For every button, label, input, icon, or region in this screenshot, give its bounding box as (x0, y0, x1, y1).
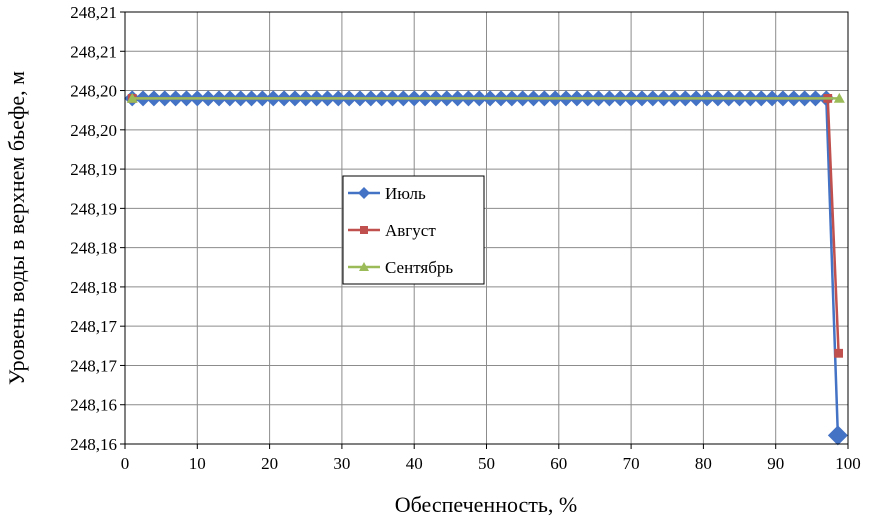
x-tick-label: 10 (189, 454, 206, 473)
x-tick-labels: 0 10 20 30 40 50 60 70 80 90 100 (121, 454, 861, 473)
y-tick-label: 248,19 (70, 160, 117, 179)
y-tick-label: 248,16 (70, 396, 117, 415)
plot-border (124, 11, 849, 445)
y-tick-label: 248,20 (70, 121, 117, 140)
y-tick-label: 248,17 (70, 317, 117, 336)
y-tick-label: 248,18 (70, 278, 117, 297)
x-tick-label: 60 (550, 454, 567, 473)
series-2 (126, 92, 845, 103)
x-tick-label: 50 (478, 454, 495, 473)
x-tick-label: 100 (835, 454, 861, 473)
legend-marker (360, 226, 368, 234)
y-tick-label: 248,18 (70, 239, 117, 258)
x-tick-label: 80 (695, 454, 712, 473)
x-tick-label: 30 (333, 454, 350, 473)
legend-marker (359, 262, 369, 271)
x-tick-label: 40 (406, 454, 423, 473)
x-tick-label: 90 (767, 454, 784, 473)
y-tick-label: 248,16 (70, 435, 117, 454)
x-axis-title: Обеспеченность, % (395, 492, 578, 517)
y-tick-label: 248,21 (70, 42, 117, 61)
legend-label: Август (385, 221, 436, 240)
gridlines (120, 11, 849, 449)
legend-label: Июль (385, 184, 426, 203)
x-tick-label: 0 (121, 454, 130, 473)
x-tick-label: 20 (261, 454, 278, 473)
data-point (827, 425, 848, 446)
y-axis-title: Уровень воды в верхнем бьефе, м (4, 71, 29, 385)
data-point (126, 92, 138, 103)
y-tick-label: 248,21 (70, 3, 117, 22)
y-tick-label: 248,17 (70, 356, 117, 375)
y-tick-label: 248,20 (70, 82, 117, 101)
y-tick-label: 248,19 (70, 199, 117, 218)
data-point (833, 92, 845, 103)
legend-label: Сентябрь (385, 258, 453, 277)
y-tick-labels: 248,16 248,16 248,17 248,17 248,18 248,18 248,… (70, 3, 117, 454)
legend-marker (358, 187, 370, 199)
series-layer (124, 90, 848, 446)
data-point (834, 348, 844, 358)
x-tick-label: 70 (623, 454, 640, 473)
legend: Июль Август Сентябрь (342, 175, 485, 285)
